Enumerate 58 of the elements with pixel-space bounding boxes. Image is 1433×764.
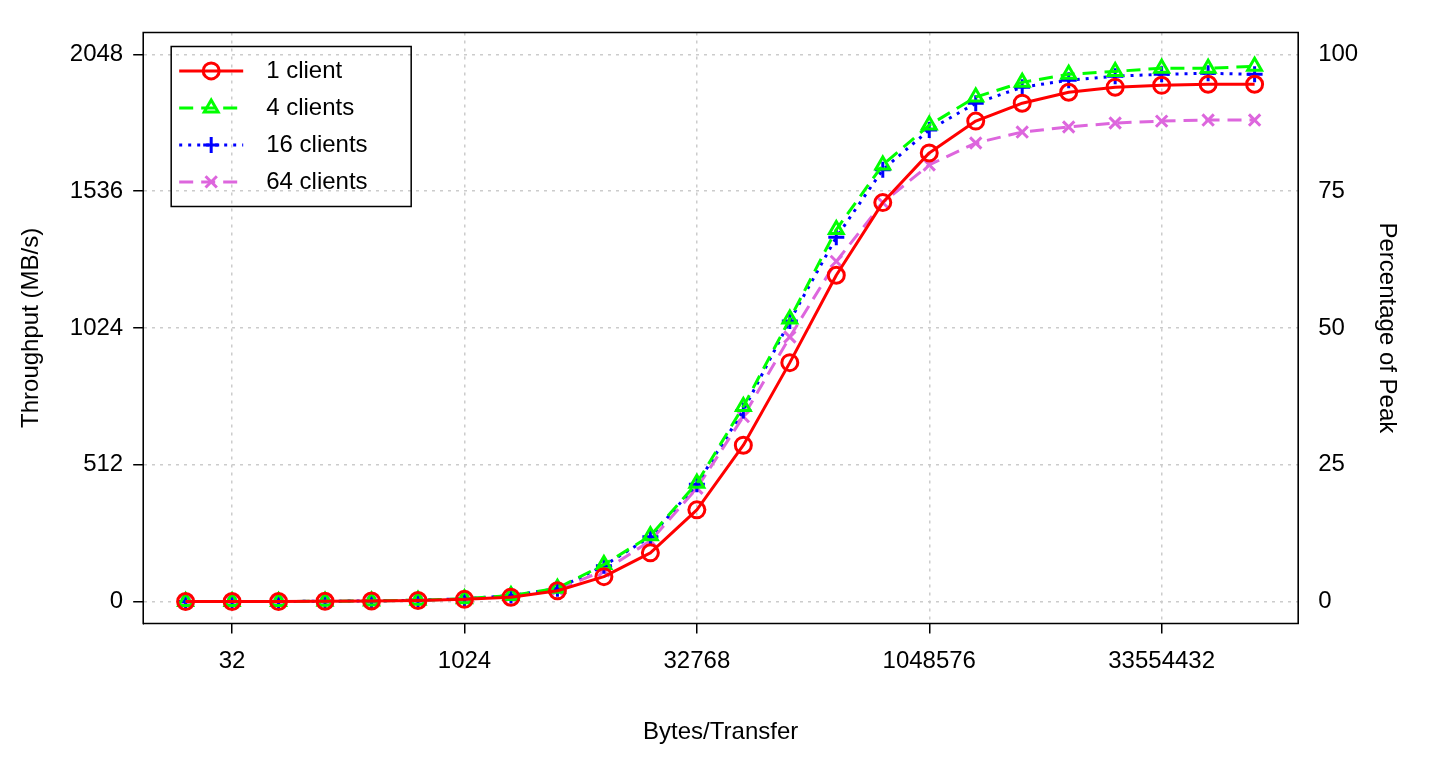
x-tick-label: 1048576 bbox=[882, 646, 976, 674]
point bbox=[687, 500, 707, 520]
y2-tick-label: 100 bbox=[1318, 38, 1359, 66]
point bbox=[1153, 58, 1171, 74]
point bbox=[594, 567, 614, 587]
y2-axis-title: Percentage of Peak bbox=[1374, 222, 1402, 435]
legend-label: 1 client bbox=[266, 55, 343, 83]
point bbox=[1152, 75, 1172, 95]
point bbox=[1154, 113, 1169, 129]
point bbox=[1108, 115, 1123, 131]
point bbox=[1200, 112, 1216, 128]
x-tick-label: 33554432 bbox=[1108, 646, 1216, 674]
point bbox=[734, 396, 752, 412]
point bbox=[1015, 124, 1030, 140]
y-tick-label: 2048 bbox=[69, 38, 124, 66]
point bbox=[1106, 61, 1124, 77]
point bbox=[968, 135, 983, 151]
point bbox=[1198, 74, 1218, 94]
point bbox=[920, 115, 938, 131]
y-tick-label: 1536 bbox=[69, 175, 124, 203]
y-tick-label: 0 bbox=[109, 586, 124, 614]
point bbox=[780, 353, 800, 373]
point bbox=[641, 526, 659, 542]
point bbox=[967, 87, 985, 103]
point bbox=[1013, 72, 1031, 88]
point bbox=[1061, 119, 1076, 135]
y2-tick-label: 75 bbox=[1318, 175, 1345, 203]
point bbox=[874, 155, 892, 171]
point bbox=[688, 473, 706, 489]
point bbox=[966, 111, 986, 131]
point bbox=[919, 143, 939, 163]
point bbox=[827, 220, 845, 236]
point bbox=[640, 543, 660, 563]
point bbox=[782, 329, 797, 345]
x-axis-title: Bytes/Transfer bbox=[643, 717, 799, 745]
x-tick-label: 32768 bbox=[663, 646, 731, 674]
point bbox=[1247, 112, 1262, 128]
y-tick-label: 1024 bbox=[69, 312, 124, 340]
point bbox=[1105, 77, 1125, 97]
point bbox=[1012, 93, 1032, 113]
legend-label: 4 clients bbox=[266, 92, 355, 120]
y2-tick-label: 25 bbox=[1318, 449, 1345, 477]
y-tick-label: 512 bbox=[83, 449, 124, 477]
point bbox=[733, 435, 753, 455]
point bbox=[1199, 58, 1217, 74]
y2-tick-label: 50 bbox=[1318, 312, 1345, 340]
point bbox=[1246, 56, 1264, 72]
point bbox=[1245, 74, 1265, 94]
x-tick-label: 1024 bbox=[437, 646, 492, 674]
point bbox=[1059, 82, 1079, 102]
y-axis-title: Throughput (MB/s) bbox=[16, 227, 44, 428]
point bbox=[1060, 64, 1078, 80]
x-tick-label: 32 bbox=[218, 646, 246, 674]
legend-label: 64 clients bbox=[266, 166, 368, 194]
point bbox=[826, 265, 846, 285]
legend-label: 16 clients bbox=[266, 129, 368, 157]
y2-tick-label: 0 bbox=[1318, 586, 1332, 614]
point bbox=[781, 309, 799, 325]
